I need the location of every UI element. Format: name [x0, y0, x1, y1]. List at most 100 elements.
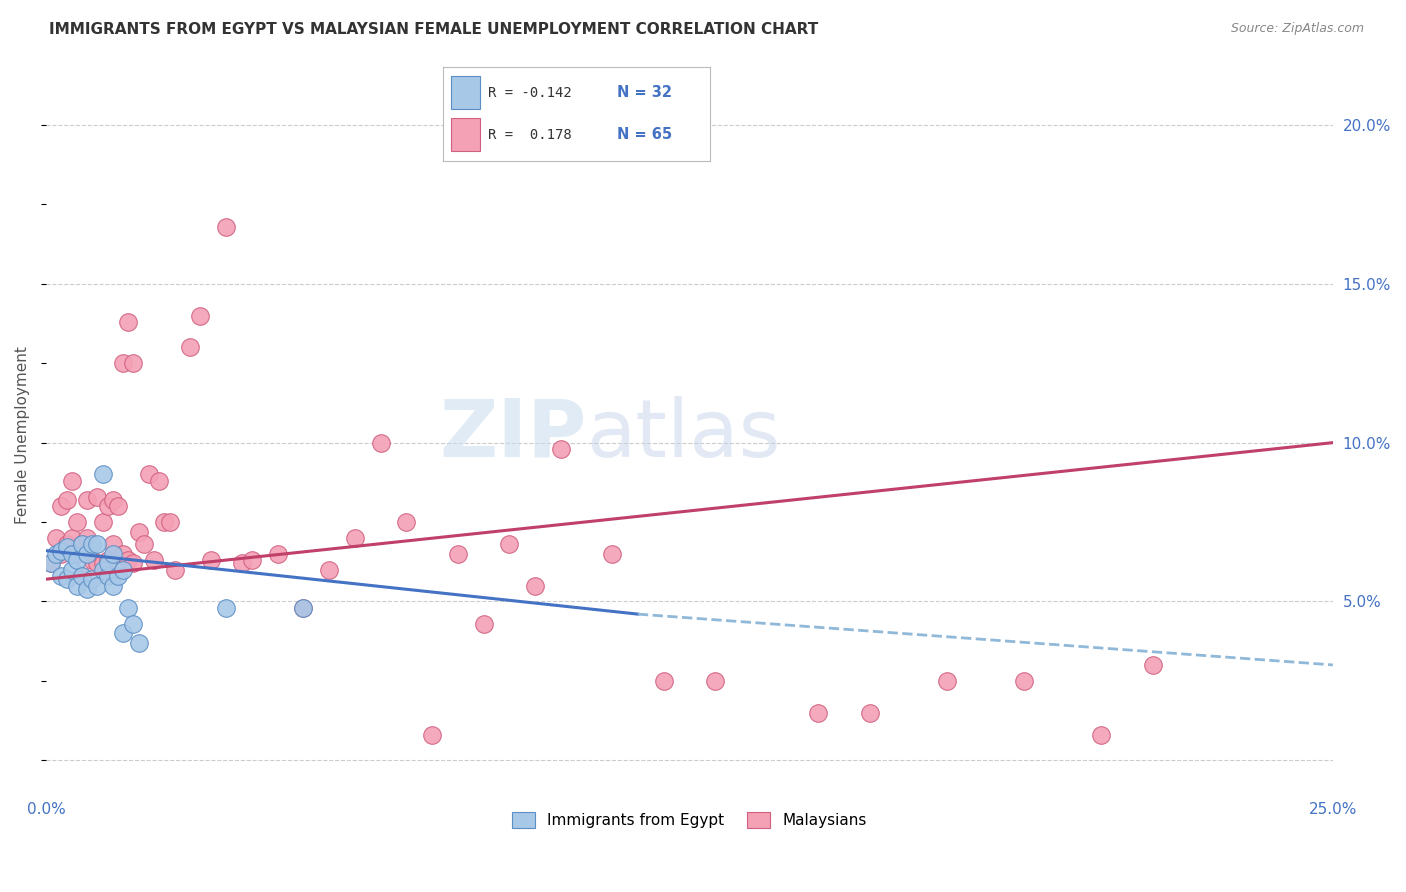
Point — [112, 563, 135, 577]
Point — [101, 578, 124, 592]
Text: N = 32: N = 32 — [616, 85, 672, 100]
Point — [163, 563, 186, 577]
Point — [97, 569, 120, 583]
Point — [60, 531, 83, 545]
Point — [91, 563, 114, 577]
Bar — [451, 119, 481, 152]
Point — [66, 547, 89, 561]
Text: N = 65: N = 65 — [616, 128, 672, 143]
Point — [1012, 673, 1035, 688]
Point — [45, 531, 67, 545]
Point — [215, 219, 238, 234]
Point — [935, 673, 957, 688]
Point — [82, 553, 104, 567]
Legend: Immigrants from Egypt, Malaysians: Immigrants from Egypt, Malaysians — [506, 806, 873, 834]
Point — [117, 553, 139, 567]
Text: R = -0.142: R = -0.142 — [488, 86, 572, 100]
Point — [39, 557, 62, 571]
Point — [86, 537, 108, 551]
Point — [55, 492, 77, 507]
Point — [420, 728, 443, 742]
Point — [1142, 657, 1164, 672]
Point — [51, 543, 73, 558]
Point — [70, 537, 93, 551]
Point — [231, 557, 253, 571]
Point — [107, 499, 129, 513]
Point — [86, 578, 108, 592]
Point — [153, 515, 176, 529]
Point — [343, 531, 366, 545]
Point — [704, 673, 727, 688]
Text: ZIP: ZIP — [439, 396, 586, 474]
Point — [60, 474, 83, 488]
Point — [190, 309, 212, 323]
Point — [498, 537, 520, 551]
Point — [117, 315, 139, 329]
Text: IMMIGRANTS FROM EGYPT VS MALAYSIAN FEMALE UNEMPLOYMENT CORRELATION CHART: IMMIGRANTS FROM EGYPT VS MALAYSIAN FEMAL… — [49, 22, 818, 37]
Point — [122, 616, 145, 631]
Point — [70, 537, 93, 551]
Point — [55, 537, 77, 551]
Point — [128, 524, 150, 539]
Point — [128, 636, 150, 650]
Point — [91, 467, 114, 482]
Point — [51, 547, 73, 561]
Point — [112, 626, 135, 640]
Point — [148, 474, 170, 488]
Point — [550, 442, 572, 456]
Point — [179, 340, 201, 354]
Point — [45, 547, 67, 561]
Point — [101, 547, 124, 561]
Point — [107, 569, 129, 583]
Point — [76, 582, 98, 596]
Text: Source: ZipAtlas.com: Source: ZipAtlas.com — [1230, 22, 1364, 36]
Point — [55, 541, 77, 555]
Point — [159, 515, 181, 529]
Point — [117, 600, 139, 615]
Point — [70, 569, 93, 583]
Point — [91, 557, 114, 571]
Point — [200, 553, 222, 567]
Point — [97, 553, 120, 567]
Point — [66, 553, 89, 567]
Point — [82, 572, 104, 586]
Point — [60, 563, 83, 577]
Point — [1090, 728, 1112, 742]
Point — [472, 616, 495, 631]
Point — [60, 547, 83, 561]
Text: atlas: atlas — [586, 396, 780, 474]
Point — [101, 537, 124, 551]
Point — [39, 557, 62, 571]
Point — [97, 557, 120, 571]
Point — [112, 547, 135, 561]
Point — [318, 563, 340, 577]
Y-axis label: Female Unemployment: Female Unemployment — [15, 346, 30, 524]
Point — [266, 547, 288, 561]
Point — [858, 706, 880, 720]
Text: R =  0.178: R = 0.178 — [488, 128, 572, 142]
Point — [76, 492, 98, 507]
Point — [97, 499, 120, 513]
Point — [70, 569, 93, 583]
Point — [447, 547, 470, 561]
Point — [807, 706, 830, 720]
Point — [138, 467, 160, 482]
Point — [86, 490, 108, 504]
Point — [652, 673, 675, 688]
Point — [240, 553, 263, 567]
Point — [143, 553, 166, 567]
Point — [215, 600, 238, 615]
Point — [101, 492, 124, 507]
Point — [132, 537, 155, 551]
Point — [82, 537, 104, 551]
Point — [51, 499, 73, 513]
Point — [524, 578, 547, 592]
Point — [76, 547, 98, 561]
Bar — [451, 77, 481, 109]
Point — [66, 578, 89, 592]
Point — [66, 515, 89, 529]
Point — [55, 572, 77, 586]
Point — [86, 557, 108, 571]
Point — [292, 600, 315, 615]
Point — [51, 569, 73, 583]
